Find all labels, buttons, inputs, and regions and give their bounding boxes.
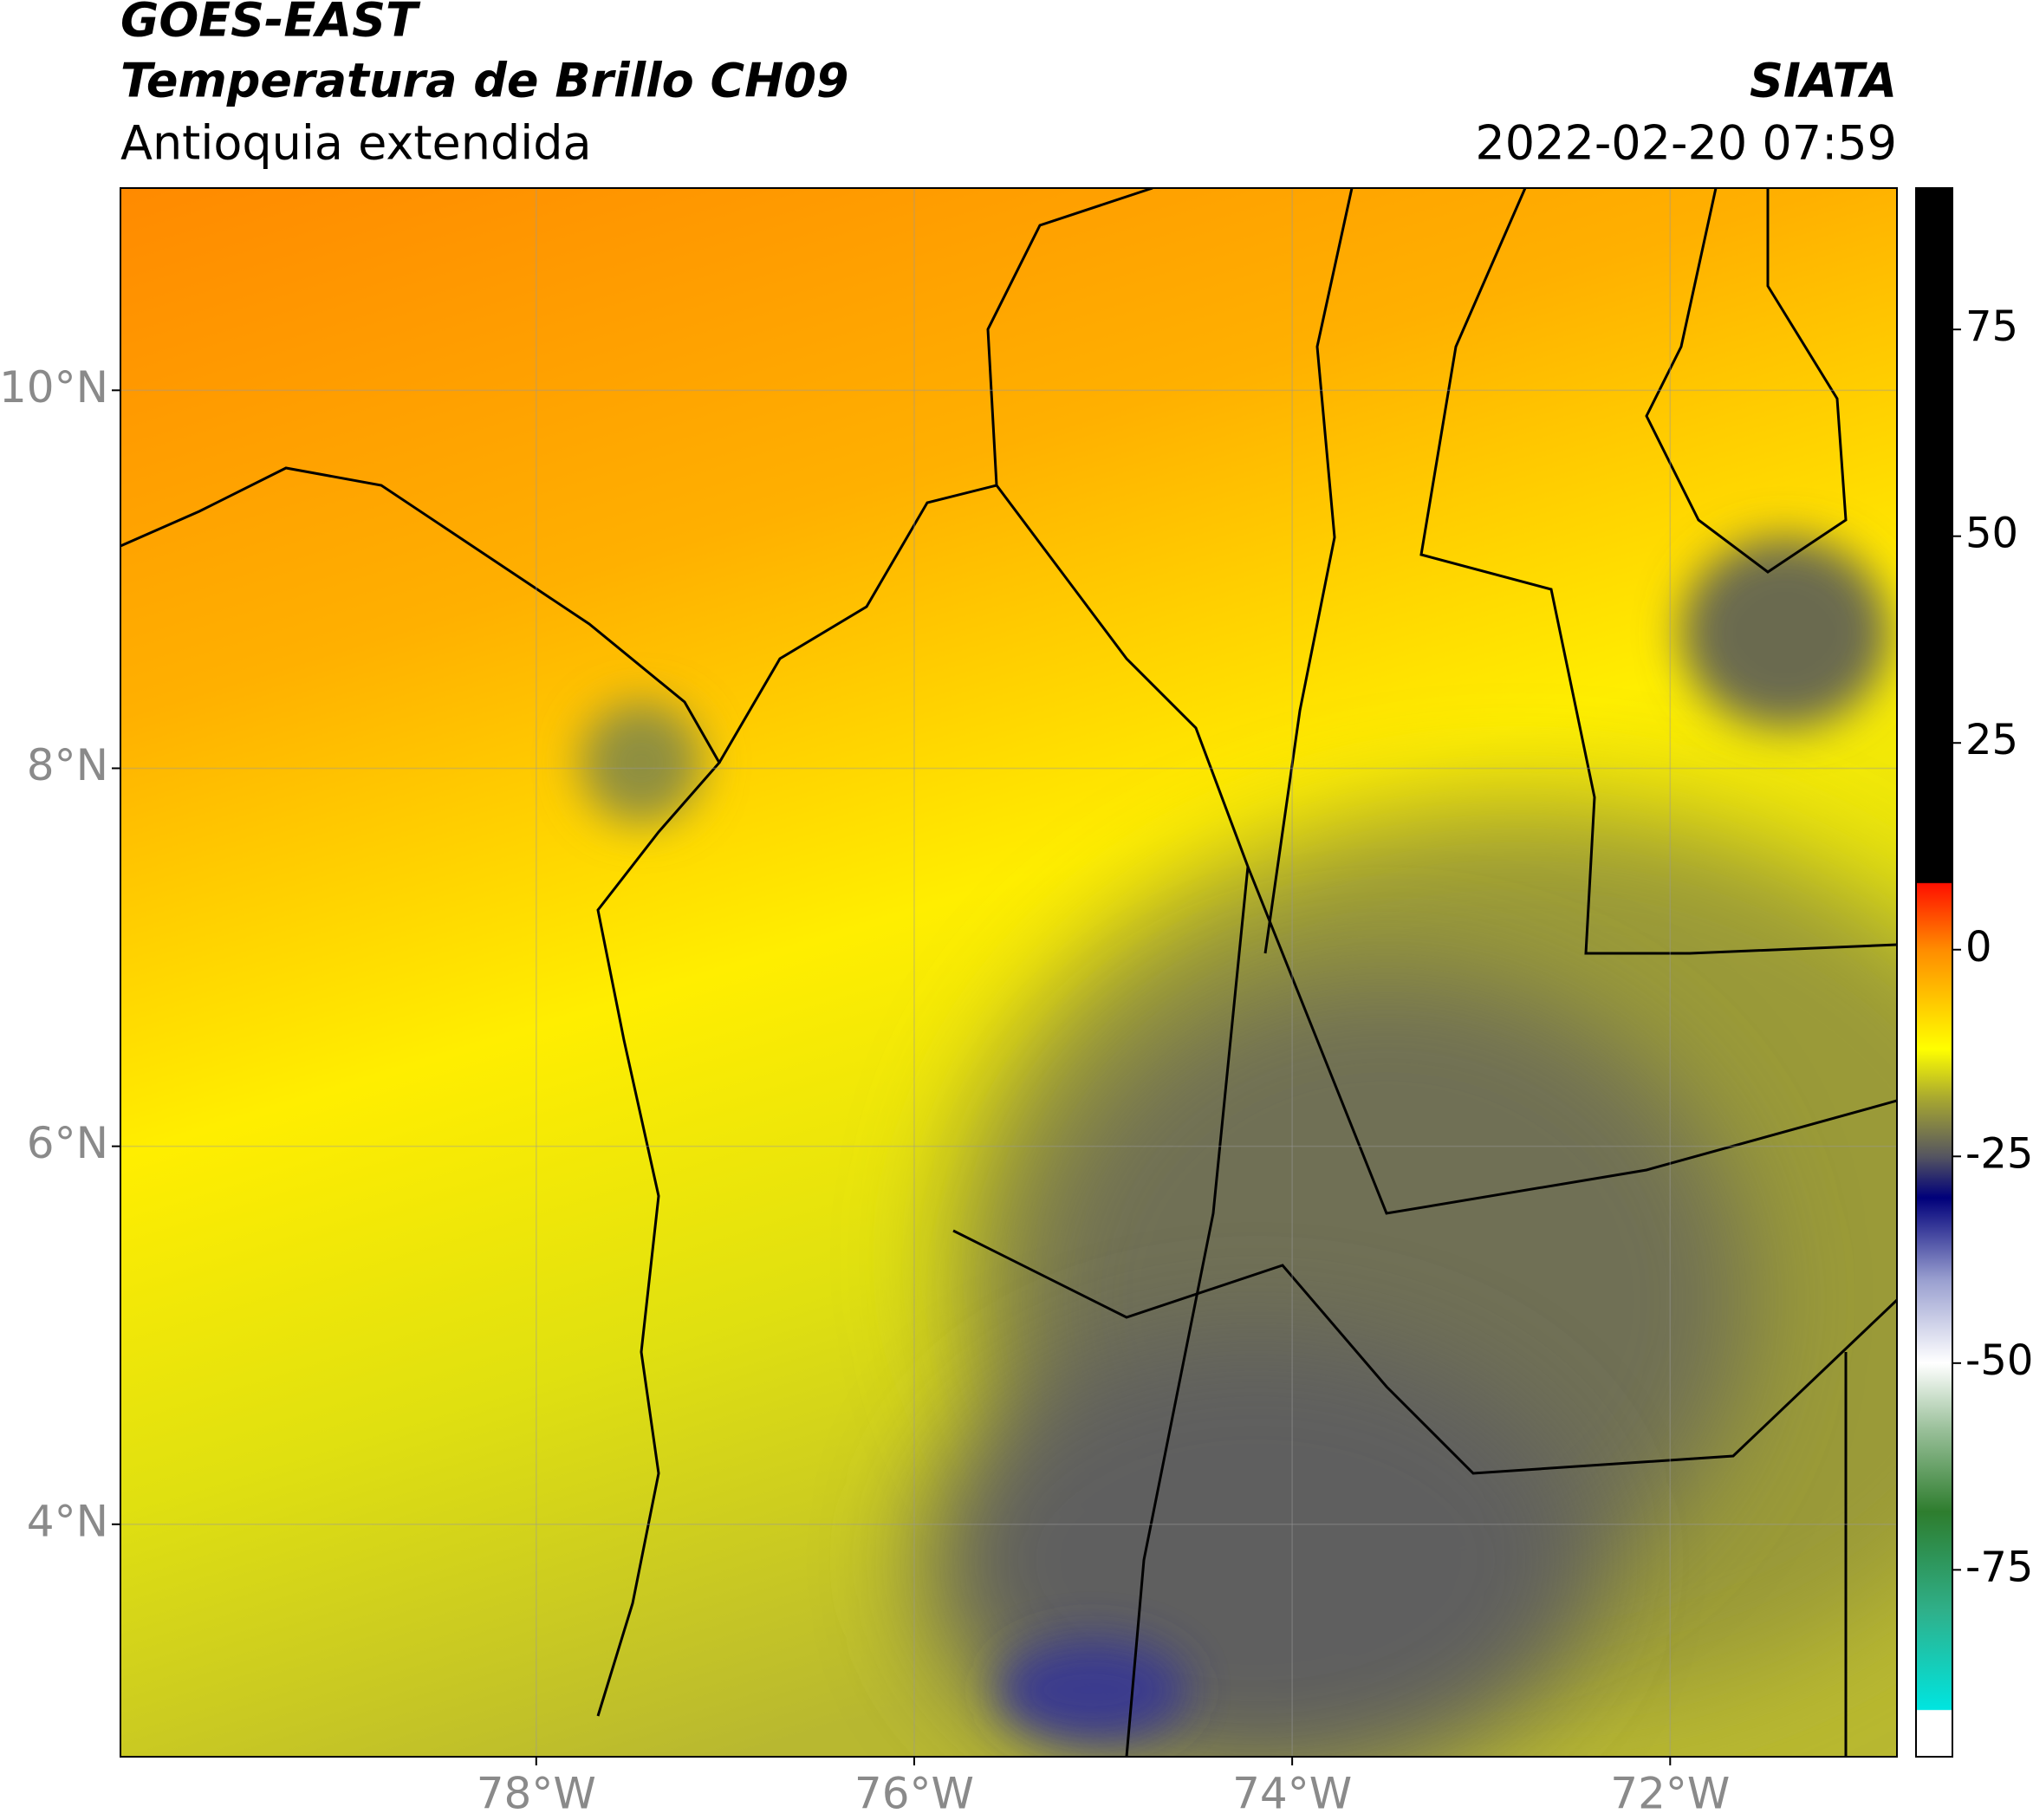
colorbar (1915, 187, 1953, 1758)
title: GOES-EAST (120, 0, 421, 48)
colorbar-tick-label: 75 (1965, 302, 2018, 351)
colorbar-tick-label: 50 (1965, 510, 2018, 558)
x-tick-label: 72°W (1610, 1769, 1730, 1819)
grid (120, 188, 1897, 1757)
y-tick-label: 10°N (0, 362, 108, 413)
colorbar-tick-label: 25 (1965, 716, 2018, 764)
x-tick-label: 78°W (477, 1769, 596, 1819)
colorbar-tick-label: -25 (1965, 1129, 2033, 1178)
subtitle: Antioquia extendida (120, 116, 592, 171)
datetime: 2022-02-20 07:59 (1475, 116, 1897, 171)
map-frame (120, 187, 1898, 1758)
source: SIATA (1750, 54, 1897, 108)
colorbar-tick-label: -50 (1965, 1336, 2033, 1385)
x-tick-label: 74°W (1232, 1769, 1352, 1819)
y-tick-label: 8°N (27, 740, 108, 790)
x-tick-label: 76°W (854, 1769, 974, 1819)
colorbar-tick-label: 0 (1965, 923, 1992, 972)
y-tick-label: 6°N (27, 1118, 108, 1168)
colorbar-tick-label: -75 (1965, 1543, 2033, 1591)
map-image (120, 188, 1897, 1757)
y-tick-label: 4°N (27, 1496, 108, 1546)
title: Temperatura de Brillo CH09 (120, 54, 849, 108)
